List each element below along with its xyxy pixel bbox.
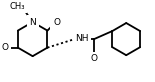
Text: N: N [29,18,36,27]
Text: NH: NH [75,34,89,43]
Text: O: O [1,43,8,52]
Text: O: O [91,54,97,63]
Text: CH₃: CH₃ [10,2,25,11]
Text: O: O [53,18,60,27]
